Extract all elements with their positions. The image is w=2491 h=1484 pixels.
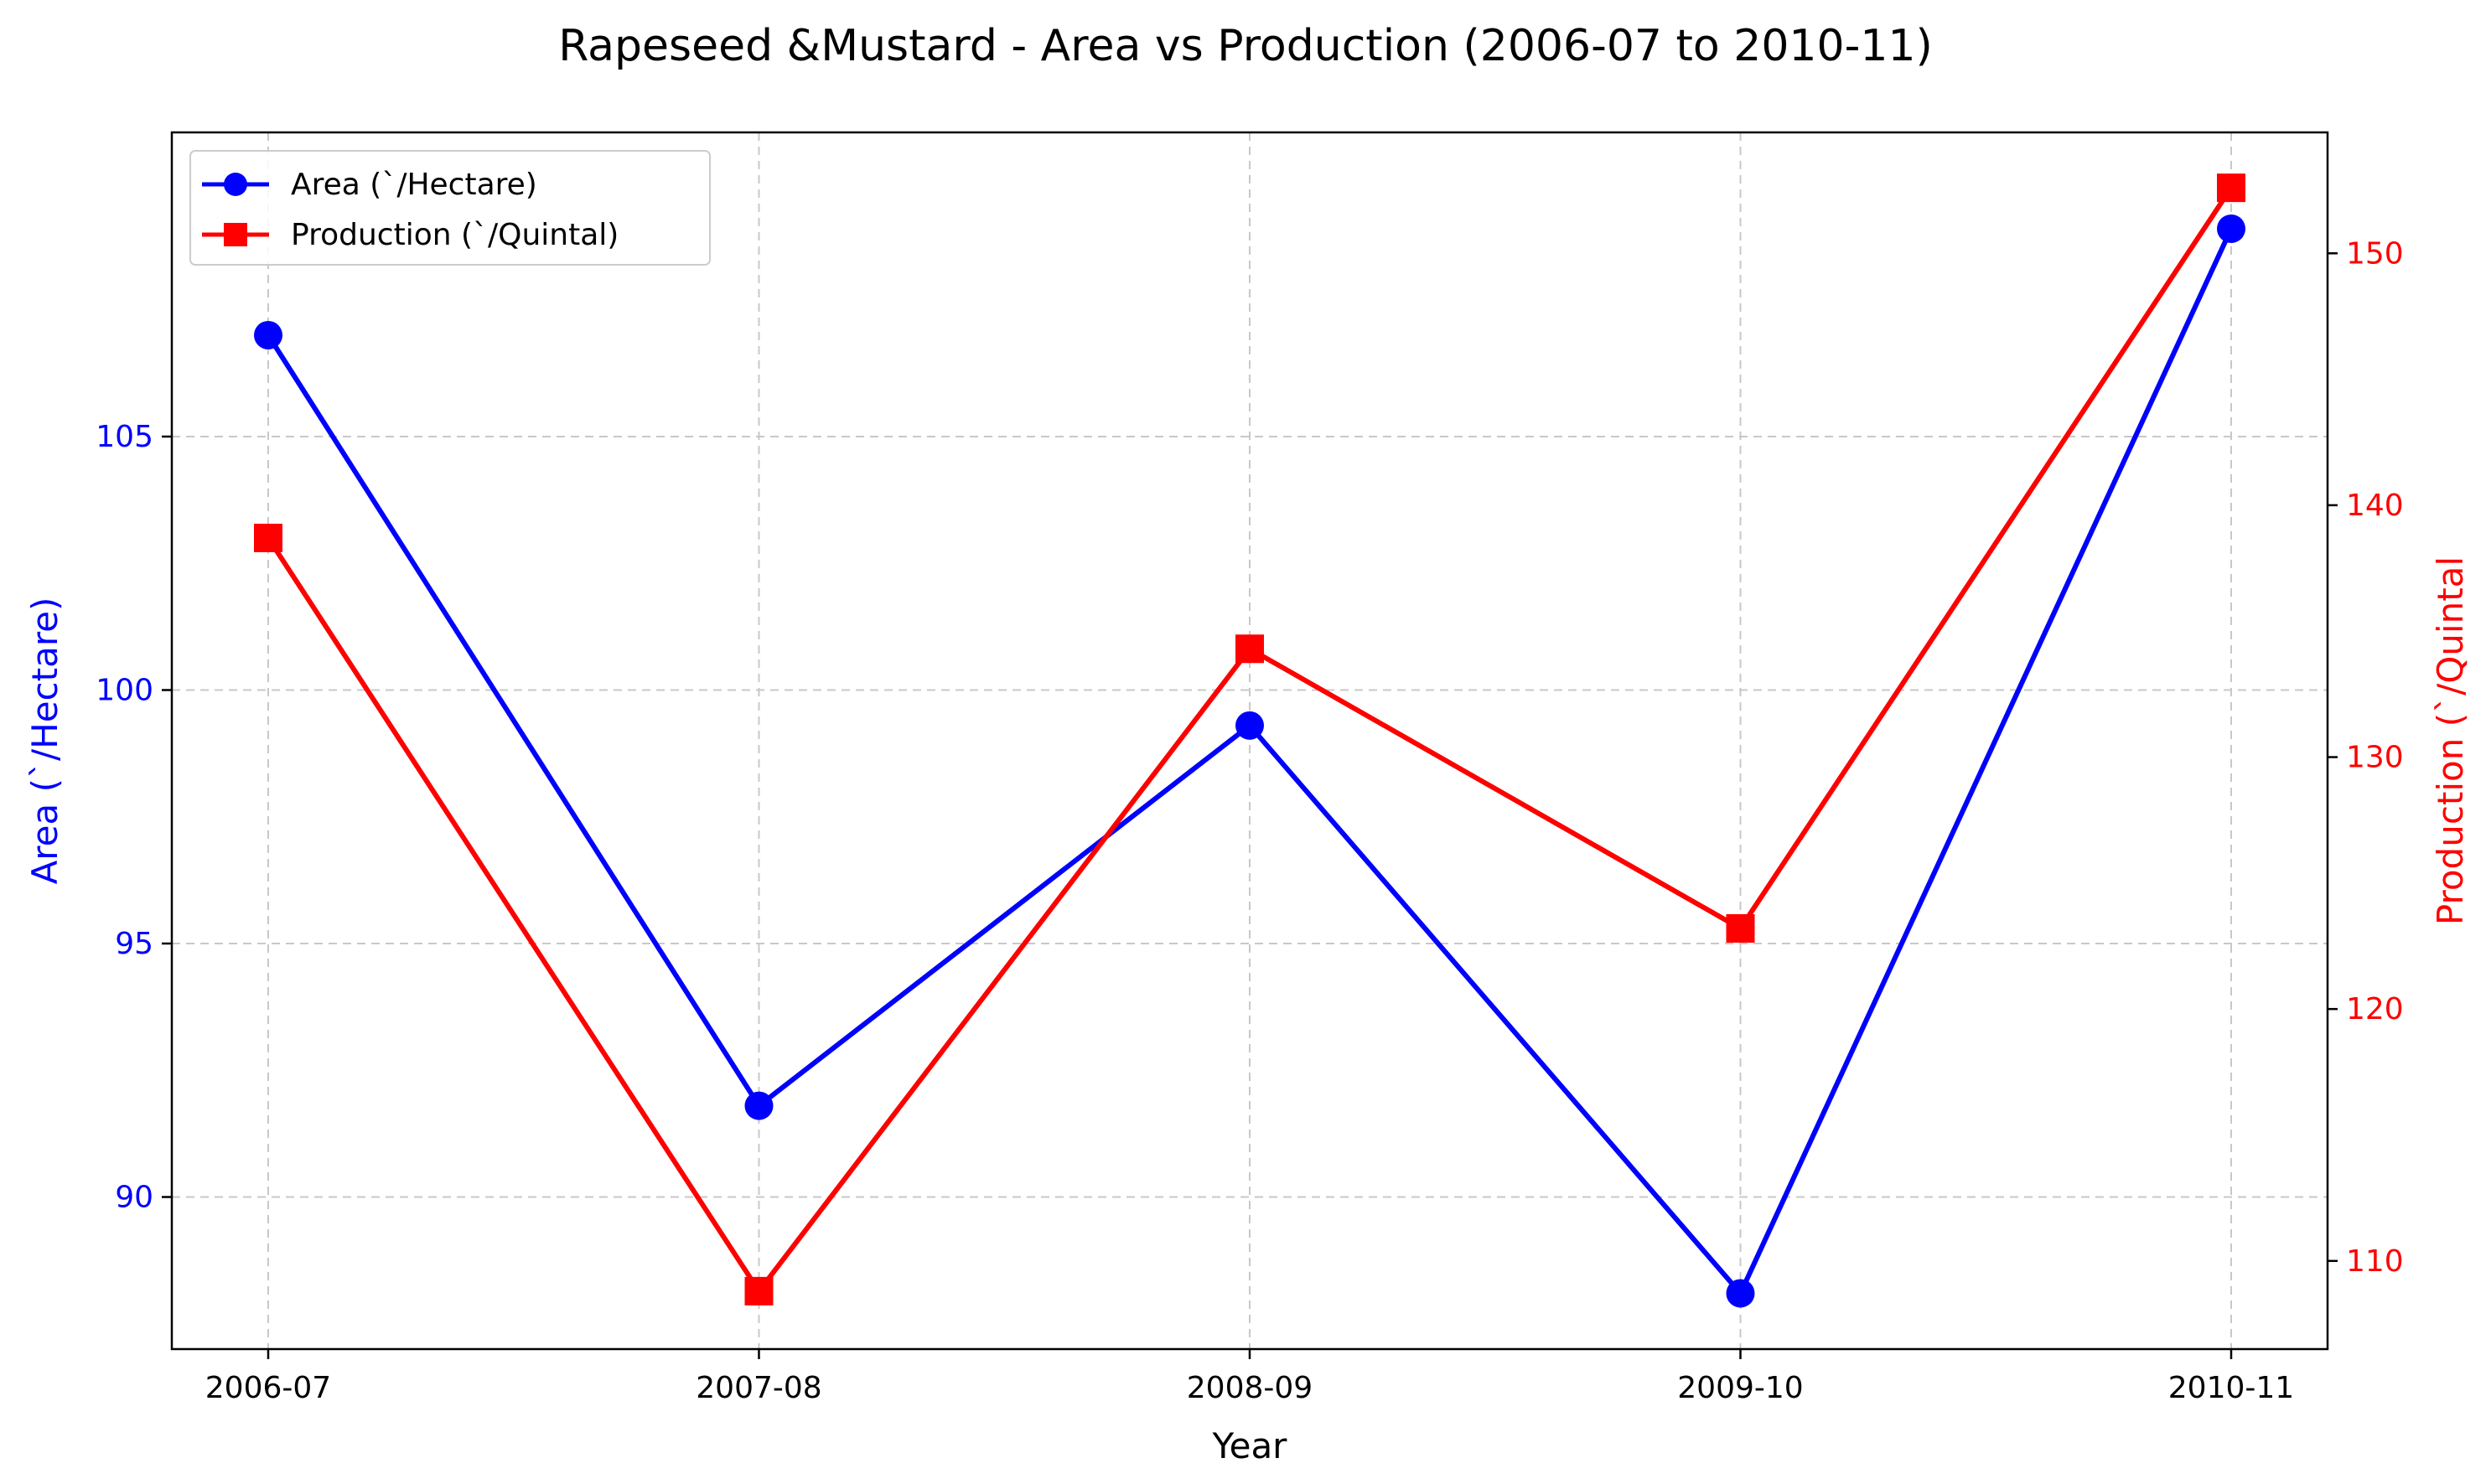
data-point-production [254,524,282,552]
y-left-tick-label: 95 [115,927,153,961]
y-right-tick-label: 150 [2346,236,2404,271]
legend-item-production: Production (`/Quintal) [202,218,619,252]
y-right-tick-label: 130 [2346,741,2404,775]
y-axis-right-title: Production (`/Quintal [2430,556,2471,925]
data-point-production [1726,913,1755,943]
grid-lines [172,132,2328,1349]
legend-label-production: Production (`/Quintal) [291,218,619,252]
legend-box [189,150,711,266]
y-axis-left: 90 95 100 105 [96,420,172,1215]
legend-marker-area [224,173,247,196]
y-left-tick-label: 90 [115,1181,153,1215]
data-point-production [744,1276,774,1306]
plot-area-frame [170,131,2329,1351]
data-point-area [1235,711,1264,740]
y-left-tick-label: 105 [96,420,153,454]
series-markers [254,173,2245,1308]
data-point-area [744,1091,774,1120]
x-axis-title: Year [1212,1425,1288,1466]
x-tick-label: 2008-09 [1187,1371,1313,1405]
y-right-tick-label: 140 [2346,489,2404,523]
y-right-tick-label: 120 [2346,992,2404,1026]
x-axis: 2006-07 2007-08 2008-09 2009-10 2010-11 [205,1349,2294,1405]
data-point-area [1726,1279,1755,1308]
legend-marker-production [224,223,247,246]
chart-title: Rapeseed &Mustard - Area vs Production (… [558,21,1933,71]
x-tick-label: 2006-07 [205,1371,331,1405]
data-point-area [2217,214,2245,243]
x-tick-label: 2010-11 [2168,1371,2294,1405]
x-tick-label: 2007-08 [696,1371,821,1405]
y-right-tick-label: 110 [2346,1244,2404,1279]
legend-item-area: Area (`/Hectare) [202,168,537,202]
legend-label-area: Area (`/Hectare) [291,168,537,202]
y-left-tick-label: 100 [96,674,153,708]
data-point-area [254,321,282,349]
y-axis-left-title: Area (`/Hectare) [24,597,65,885]
x-tick-label: 2009-10 [1677,1371,1803,1405]
y-axis-right: 110 120 130 140 150 [2328,236,2404,1279]
legend: Area (`/Hectare) Production (`/Quintal) [189,150,711,266]
data-point-production [1235,634,1264,664]
data-point-production [2217,173,2245,203]
